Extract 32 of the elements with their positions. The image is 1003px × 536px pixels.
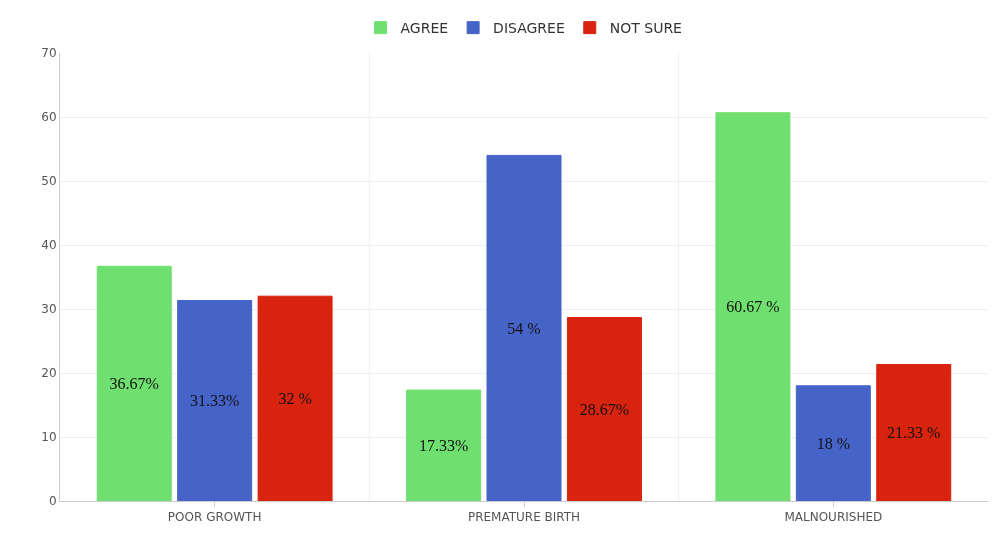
data-label: 17.33% bbox=[418, 437, 469, 455]
y-tick-label: 50 bbox=[41, 174, 57, 189]
data-label: 54 % bbox=[507, 319, 541, 337]
bar bbox=[795, 385, 871, 501]
y-tick-label: 70 bbox=[41, 46, 57, 61]
data-label: 28.67% bbox=[579, 400, 630, 418]
bar bbox=[96, 265, 172, 501]
bar bbox=[257, 295, 333, 501]
bar bbox=[715, 112, 791, 501]
y-tick-label: 20 bbox=[41, 366, 57, 381]
x-tick-label: PREMATURE BIRTH bbox=[467, 510, 581, 525]
legend-label: AGREE bbox=[400, 20, 449, 37]
legend-label: NOT SURE bbox=[609, 20, 682, 37]
bar bbox=[566, 317, 642, 501]
data-label: 31.33% bbox=[190, 392, 240, 410]
data-label: 18 % bbox=[816, 434, 850, 452]
bar bbox=[177, 299, 253, 501]
y-tick-label: 30 bbox=[41, 302, 57, 317]
y-tick-label: 40 bbox=[41, 238, 57, 253]
y-tick-label: 60 bbox=[41, 110, 57, 125]
data-label: 60.67 % bbox=[726, 298, 780, 316]
y-tick-label: 0 bbox=[48, 494, 57, 509]
data-label: 21.33 % bbox=[887, 424, 941, 442]
x-tick-label: POOR GROWTH bbox=[167, 510, 262, 525]
bar bbox=[406, 389, 482, 501]
y-tick-label: 10 bbox=[41, 430, 57, 445]
x-tick-label: MALNOURISHED bbox=[784, 510, 883, 525]
data-label: 36.67% bbox=[109, 375, 159, 393]
data-label: 32 % bbox=[278, 390, 312, 408]
bar bbox=[876, 363, 952, 501]
legend-label: DISAGREE bbox=[493, 20, 565, 37]
bar bbox=[486, 154, 562, 501]
